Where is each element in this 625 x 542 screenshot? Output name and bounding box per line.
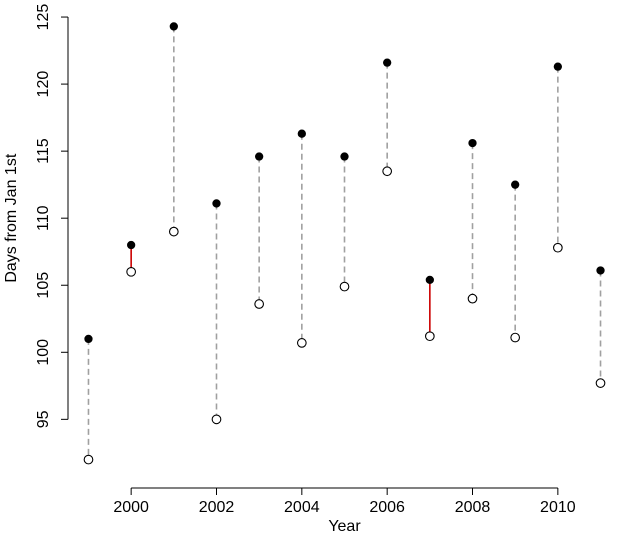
x-tick-label: 2000 xyxy=(113,499,149,516)
y-tick-label: 105 xyxy=(35,272,52,299)
point-filled xyxy=(340,152,349,161)
point-filled xyxy=(553,62,562,71)
y-tick-label: 95 xyxy=(35,410,52,428)
point-open xyxy=(126,266,137,277)
point-open xyxy=(339,281,350,292)
y-tick-label: 100 xyxy=(35,339,52,366)
x-tick-label: 2010 xyxy=(540,499,576,516)
point-filled xyxy=(468,138,477,148)
point-open xyxy=(552,242,563,253)
point-filled xyxy=(212,199,221,208)
y-tick-label: 120 xyxy=(35,71,52,98)
point-filled xyxy=(127,240,136,250)
point-filled xyxy=(511,180,520,189)
point-filled xyxy=(383,58,392,67)
point-open xyxy=(168,226,179,237)
x-tick-label: 2004 xyxy=(284,499,320,516)
point-filled xyxy=(255,152,264,161)
point-open xyxy=(467,293,478,304)
point-open xyxy=(254,299,265,309)
point-open xyxy=(382,166,393,177)
point-open xyxy=(424,331,435,342)
y-tick-label: 125 xyxy=(35,4,52,31)
point-filled xyxy=(425,275,434,285)
x-tick-label: 2008 xyxy=(455,499,491,516)
point-open xyxy=(211,414,222,425)
point-open xyxy=(595,378,606,388)
y-axis-title: Days from Jan 1st xyxy=(3,153,20,282)
point-open xyxy=(296,338,307,348)
x-tick-label: 2006 xyxy=(369,499,405,516)
point-open xyxy=(510,332,521,343)
x-tick-label: 2002 xyxy=(199,499,235,516)
point-filled xyxy=(297,129,306,138)
point-filled xyxy=(596,266,605,275)
y-tick-label: 115 xyxy=(35,138,52,164)
x-axis-title: Year xyxy=(328,518,361,535)
point-filled xyxy=(169,22,178,31)
point-filled xyxy=(84,334,93,344)
y-tick-label: 110 xyxy=(35,205,52,231)
point-open xyxy=(83,454,94,465)
